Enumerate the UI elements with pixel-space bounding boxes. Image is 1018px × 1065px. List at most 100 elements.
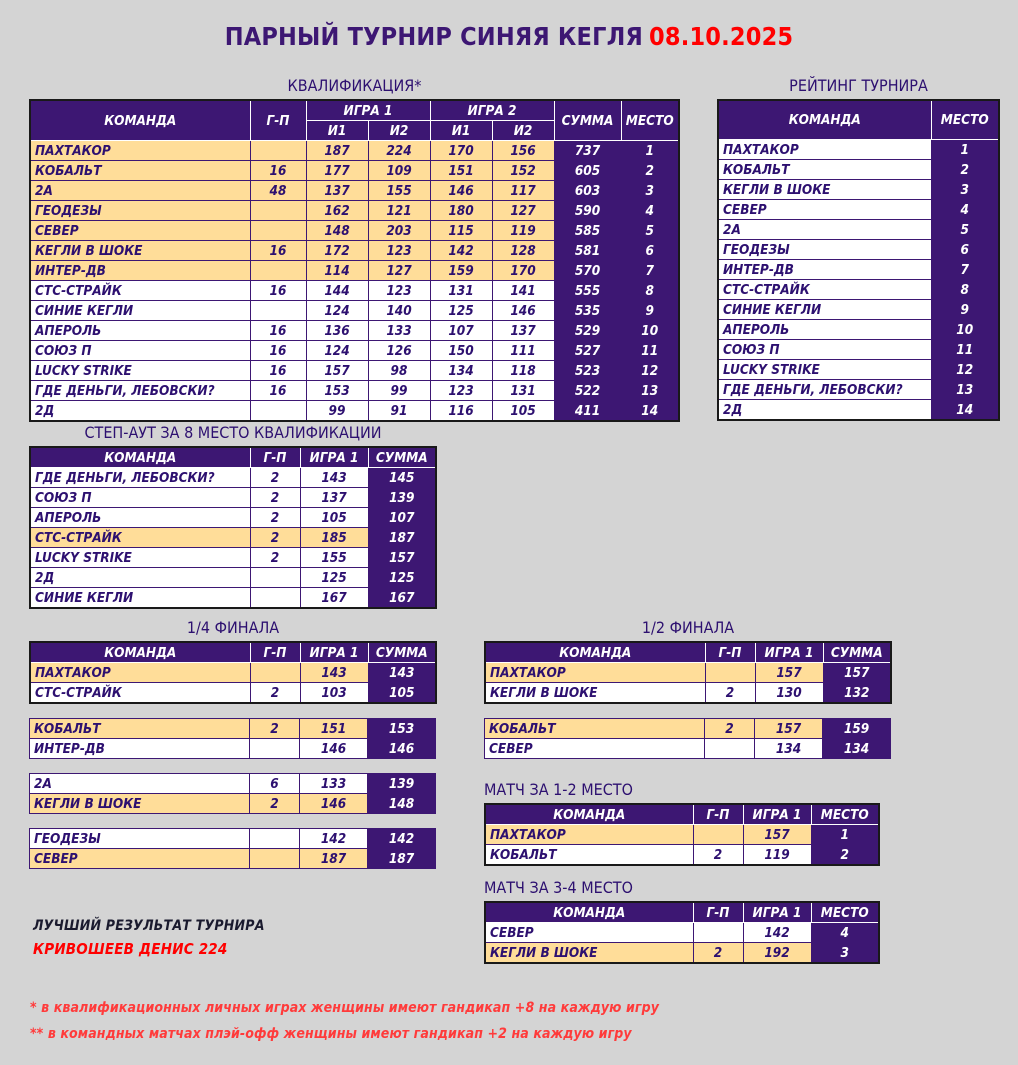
- cell-game1-i1: 124: [305, 300, 369, 321]
- table-row: 2Д 14: [717, 399, 1000, 421]
- cell-game2-i1: 150: [429, 340, 493, 361]
- cell-game2-i1: 134: [429, 360, 493, 381]
- cell-team: СЕВЕР: [29, 848, 250, 869]
- qualification-section: КВАЛИФИКАЦИЯ* КОМАНДА Г-П ИГРА 1 ИГРА 2 …: [29, 76, 680, 422]
- col-game1: ИГРА 1: [754, 641, 824, 663]
- match-table-body: ГЕОДЕЗЫ 142 142 СЕВЕР 187 187: [29, 828, 436, 869]
- cell-sum: 145: [367, 467, 437, 488]
- cell-gp: 2: [249, 507, 301, 528]
- col-place: МЕСТО: [810, 901, 880, 923]
- cell-team: LUCKY STRIKE: [717, 359, 932, 380]
- table-row: СТС-СТРАЙК 16 144 123 131 141 555 8: [29, 280, 680, 301]
- page-title-main: ПАРНЫЙ ТУРНИР СИНЯЯ КЕГЛЯ: [224, 22, 643, 51]
- cell-game1-i2: 99: [367, 380, 431, 401]
- match-separator: [29, 759, 437, 773]
- cell-team: 2А: [29, 180, 251, 201]
- cell-team: КЕГЛИ В ШОКЕ: [29, 240, 251, 261]
- final-1-2-table: КОМАНДА Г-П ИГРА 1 МЕСТО ПАХТАКОР 157 1 КОБ…: [484, 803, 880, 866]
- cell-game2-i2: 128: [491, 240, 555, 261]
- semifinal-matches: КОМАНДА Г-П ИГРА 1 СУММА ПАХТАКОР 157 157 КЕГЛИ…: [484, 641, 892, 759]
- table-row: АПЕРОЛЬ 16 136 133 107 137 529 10: [29, 320, 680, 341]
- cell-team: СОЮЗ П: [29, 340, 251, 361]
- cell-game1: 134: [754, 738, 823, 759]
- cell-team: СОЮЗ П: [29, 487, 251, 508]
- cell-place: 8: [620, 280, 680, 301]
- cell-game1-i1: 99: [305, 400, 369, 422]
- cell-gp: [249, 300, 307, 321]
- cell-sum: 555: [553, 280, 622, 301]
- cell-place: 12: [930, 359, 1000, 380]
- table-row: ПАХТАКОР 143 143: [29, 662, 437, 683]
- cell-gp: [249, 260, 307, 281]
- cell-sum: 535: [553, 300, 622, 321]
- cell-gp: 16: [249, 280, 307, 301]
- cell-game2-i1: 151: [429, 160, 493, 181]
- cell-team: СТС-СТРАЙК: [29, 682, 251, 704]
- table-row: КЕГЛИ В ШОКЕ 2 130 132: [484, 682, 892, 704]
- cell-gp: [249, 567, 301, 588]
- table-row: LUCKY STRIKE 16 157 98 134 118 523 12: [29, 360, 680, 381]
- cell-place: 7: [930, 259, 1000, 280]
- col-game2-i2: И2: [491, 120, 555, 141]
- col-gp: Г-П: [249, 641, 301, 663]
- final-3-4-body: СЕВЕР 142 4 КЕГЛИ В ШОКЕ 2 192 3: [484, 922, 880, 964]
- table-row: СТС-СТРАЙК 2 103 105: [29, 682, 437, 704]
- cell-team: СИНИЕ КЕГЛИ: [717, 299, 932, 320]
- match-table-head: КОМАНДА Г-П ИГРА 1 СУММА: [29, 641, 437, 663]
- col-gp: Г-П: [692, 803, 744, 825]
- match-separator: [29, 814, 437, 828]
- cell-sum: 605: [553, 160, 622, 181]
- cell-team: ГДЕ ДЕНЬГИ, ЛЕБОВСКИ?: [717, 379, 932, 400]
- table-row: ГЕОДЕЗЫ 142 142: [29, 828, 436, 849]
- cell-game1: 167: [299, 587, 369, 609]
- cell-game2-i1: 107: [429, 320, 493, 341]
- cell-game2-i2: 141: [491, 280, 555, 301]
- rating-section: РЕЙТИНГ ТУРНИРА КОМАНДА МЕСТО ПАХТАКОР 1 К…: [717, 76, 1000, 421]
- match-table-body: КОБАЛЬТ 2 157 159 СЕВЕР 134 134: [484, 718, 891, 759]
- col-team: КОМАНДА: [29, 641, 251, 663]
- cell-game1: 103: [299, 682, 369, 704]
- cell-game1: 133: [299, 773, 368, 794]
- table-row: АПЕРОЛЬ 10: [717, 319, 1000, 340]
- cell-game1-i1: 137: [305, 180, 369, 201]
- cell-game1-i2: 203: [367, 220, 431, 241]
- cell-team: ГДЕ ДЕНЬГИ, ЛЕБОВСКИ?: [29, 467, 251, 488]
- cell-gp: [704, 738, 755, 759]
- table-row: СОЮЗ П 11: [717, 339, 1000, 360]
- cell-place: 3: [620, 180, 680, 201]
- cell-team: СЕВЕР: [29, 220, 251, 241]
- table-row: ГЕОДЕЗЫ 162 121 180 127 590 4: [29, 200, 680, 221]
- cell-sum: 167: [367, 587, 437, 609]
- cell-game1: 137: [299, 487, 369, 508]
- cell-team: СЕВЕР: [717, 199, 932, 220]
- cell-sum: 187: [367, 848, 436, 869]
- cell-gp: 16: [249, 240, 307, 261]
- col-team: КОМАНДА: [484, 901, 694, 923]
- cell-gp: 16: [249, 160, 307, 181]
- cell-team: КОБАЛЬТ: [29, 718, 250, 739]
- col-game1: ИГРА 1: [742, 901, 812, 923]
- table-row: СЕВЕР 187 187: [29, 848, 436, 869]
- final-1-2-body: ПАХТАКОР 157 1 КОБАЛЬТ 2 119 2: [484, 824, 880, 866]
- cell-place: 13: [620, 380, 680, 401]
- stepout-table-body: ГДЕ ДЕНЬГИ, ЛЕБОВСКИ? 2 143 145 СОЮЗ П 2 137 13…: [29, 467, 437, 609]
- cell-gp: [249, 200, 307, 221]
- footnote-1: * в квалификационных личных играх женщин…: [30, 1000, 660, 1016]
- cell-place: 10: [620, 320, 680, 341]
- semifinal-caption: 1/2 ФИНАЛА: [641, 618, 735, 637]
- col-gp: Г-П: [249, 99, 307, 141]
- cell-place: 3: [930, 179, 1000, 200]
- table-row: 2Д 125 125: [29, 567, 437, 588]
- cell-place: 14: [930, 399, 1000, 421]
- cell-game1-i2: 91: [367, 400, 431, 422]
- table-row: КЕГЛИ В ШОКЕ 2 146 148: [29, 793, 436, 814]
- cell-gp: 2: [249, 793, 300, 814]
- cell-gp: [249, 587, 301, 609]
- cell-sum: 737: [553, 140, 622, 161]
- quarterfinal-section: 1/4 ФИНАЛА КОМАНДА Г-П ИГРА 1 СУММА ПАХТАКОР…: [29, 618, 437, 869]
- cell-place: 4: [810, 922, 880, 943]
- cell-game1: 125: [299, 567, 369, 588]
- table-row: LUCKY STRIKE 2 155 157: [29, 547, 437, 568]
- cell-gp: 2: [249, 467, 301, 488]
- cell-game2-i1: 159: [429, 260, 493, 281]
